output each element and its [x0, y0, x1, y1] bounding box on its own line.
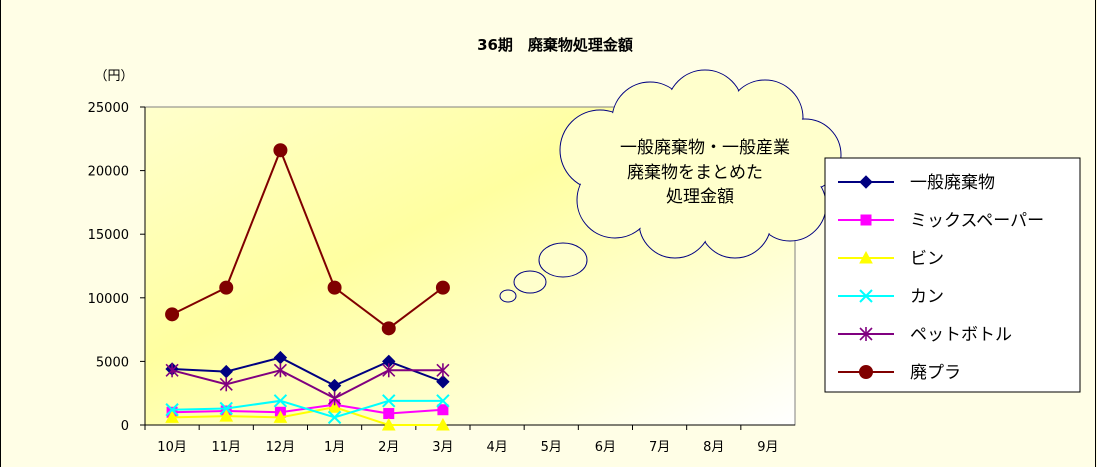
- data-point: [328, 391, 342, 406]
- data-point: [327, 410, 342, 425]
- thought-cloud: 一般廃棄物・一般産業 廃棄物をまとめた 処理金額: [499, 69, 842, 303]
- data-point: [383, 408, 395, 420]
- series-5: [165, 363, 450, 406]
- data-point: [437, 404, 449, 416]
- data-point: [273, 410, 288, 423]
- series-line: [171, 147, 444, 330]
- y-tick-label: 5000: [96, 355, 129, 370]
- legend-label: ミックスペーパー: [910, 211, 1044, 231]
- annotation-line-3: 処理金額: [666, 187, 734, 207]
- data-point: [165, 403, 179, 417]
- x-tick-label: 9月: [757, 440, 778, 455]
- series-4: [165, 394, 450, 425]
- series-line: [172, 406, 443, 426]
- data-point: [273, 363, 287, 378]
- data-point: [165, 363, 179, 378]
- data-point: [327, 400, 342, 413]
- y-tick-label: 15000: [88, 228, 129, 243]
- data-point: [327, 280, 342, 295]
- data-point: [219, 377, 233, 392]
- x-tick-label: 4月: [486, 440, 507, 455]
- data-point: [435, 280, 450, 295]
- legend-label: ペットボトル: [910, 325, 1012, 345]
- legend-marker: [859, 327, 873, 341]
- cloud-fill: [561, 71, 840, 257]
- legend-item: ビン: [838, 249, 944, 269]
- series-line: [172, 399, 443, 419]
- x-tick-label: 7月: [649, 440, 670, 455]
- series-layer: [165, 143, 450, 431]
- legend-label: カン: [910, 287, 944, 307]
- data-point: [219, 401, 233, 416]
- data-point: [165, 410, 179, 423]
- x-tick-label: 5月: [541, 440, 562, 455]
- series-3: [165, 400, 450, 431]
- legend-marker: [859, 175, 873, 189]
- x-tick-label: 2月: [378, 440, 399, 455]
- x-tick-label: 6月: [595, 440, 616, 455]
- legend-item: カン: [838, 287, 944, 307]
- legend-item: 廃プラ: [838, 363, 961, 383]
- chart-title: 36期 廃棄物処理金額: [477, 36, 633, 54]
- y-tick-label: 20000: [88, 165, 129, 180]
- legend-label: 一般廃棄物: [910, 173, 995, 193]
- annotation-line-1: 一般廃棄物・一般産業: [620, 138, 790, 158]
- legend-item: ペットボトル: [838, 325, 1012, 345]
- data-point: [381, 417, 396, 431]
- data-point: [219, 280, 234, 295]
- legend-marker: [860, 214, 872, 226]
- data-point: [273, 394, 288, 408]
- legend-marker: [859, 289, 873, 303]
- thought-bubble-small: [499, 289, 517, 303]
- axes: 0 5000 10000 15000 20000 25000 10月 11月 12月 1月 2月 3月…: [88, 101, 795, 455]
- x-tick-label: 12月: [266, 440, 296, 455]
- series-6: [165, 143, 450, 336]
- annotation-line-2: 廃棄物をまとめた: [627, 163, 763, 183]
- legend-marker: [859, 365, 873, 379]
- legend-label: ビン: [910, 249, 944, 269]
- series-line: [171, 369, 443, 400]
- y-axis-label: （円）: [94, 69, 133, 84]
- data-point: [436, 417, 450, 431]
- y-tick-label: 10000: [88, 292, 129, 307]
- thought-bubble-medium: [513, 270, 547, 294]
- y-tick-label: 0: [121, 419, 129, 434]
- legend-item: 一般廃棄物: [838, 173, 995, 193]
- series-line: [172, 356, 444, 387]
- legend-box: [824, 157, 1081, 393]
- data-point: [219, 409, 234, 422]
- data-point: [165, 307, 180, 322]
- x-tick-label: 10月: [157, 440, 187, 455]
- x-tick-label: 8月: [703, 440, 724, 455]
- y-tick-label: 25000: [88, 101, 129, 116]
- data-point: [436, 375, 450, 389]
- legend-label: 廃プラ: [910, 363, 961, 383]
- x-tick-label: 1月: [324, 440, 345, 455]
- x-tick-label: 11月: [211, 440, 241, 455]
- data-point: [273, 143, 288, 158]
- data-point: [436, 394, 450, 408]
- x-tick-label: 3月: [432, 440, 453, 455]
- data-point: [382, 394, 396, 408]
- data-point: [436, 363, 450, 378]
- data-point: [382, 363, 396, 378]
- data-point: [381, 321, 396, 336]
- legend-item: ミックスペーパー: [838, 211, 1044, 231]
- thought-bubble-large: [538, 242, 588, 278]
- legend-marker: [859, 250, 873, 264]
